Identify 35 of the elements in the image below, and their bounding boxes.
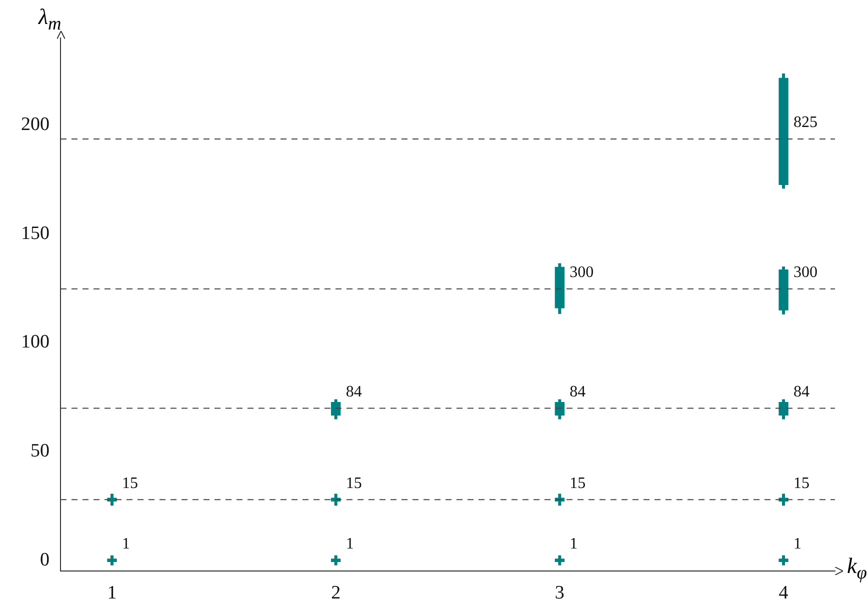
x-tick-label: 2 xyxy=(331,582,341,604)
annotation: 84 xyxy=(794,383,810,400)
candlestick xyxy=(107,494,117,506)
annotation: 1 xyxy=(122,536,130,553)
annotation: 1 xyxy=(570,536,578,553)
candlestick xyxy=(554,399,564,420)
candlestick xyxy=(331,399,341,420)
x-tick-label: 4 xyxy=(778,582,789,604)
y-tick-label: 100 xyxy=(21,332,50,353)
annotation: 1 xyxy=(794,536,802,553)
annotation: 825 xyxy=(794,114,818,132)
annotation: 15 xyxy=(570,474,586,492)
candlestick xyxy=(778,494,788,506)
y-tick-label: 50 xyxy=(30,440,50,462)
annotation: 1 xyxy=(346,536,354,553)
annotation: 15 xyxy=(794,474,810,492)
y-tick-label: 150 xyxy=(21,222,50,244)
annotation: 300 xyxy=(794,264,818,282)
annotation: 15 xyxy=(346,474,362,492)
annotation: 15 xyxy=(122,474,138,492)
candlestick xyxy=(107,555,117,566)
annotation: 84 xyxy=(570,383,586,400)
annotation: 300 xyxy=(570,264,594,282)
candlestick xyxy=(778,399,788,420)
x-tick-label: 1 xyxy=(107,582,117,604)
candlestick xyxy=(778,555,788,566)
y-tick-label: 0 xyxy=(40,549,50,570)
y-tick-label: 200 xyxy=(21,114,50,136)
x-axis-title: k$_{φ}$ xyxy=(847,553,867,584)
y-axis-title: λ$_{m}$ xyxy=(38,4,62,34)
x-tick-label: 3 xyxy=(554,582,564,604)
candlestick xyxy=(554,555,564,566)
candlestick xyxy=(331,494,341,506)
candlestick xyxy=(331,555,341,566)
annotation: 84 xyxy=(346,383,362,400)
